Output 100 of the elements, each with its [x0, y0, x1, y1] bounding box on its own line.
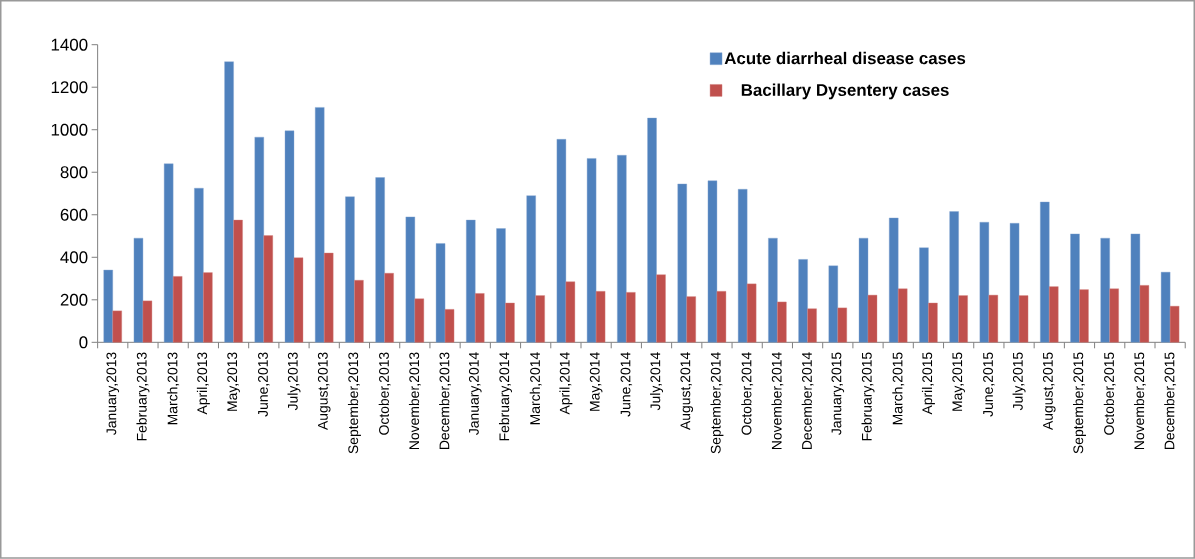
- x-tick-label: November,2013: [408, 352, 421, 450]
- y-tick-label: 0: [79, 336, 88, 349]
- bar: [172, 276, 183, 343]
- x-tick-label: December,2014: [801, 352, 814, 450]
- x-tick-label: February,2013: [136, 352, 150, 441]
- x-tick-label: January,2015: [831, 352, 845, 436]
- bar: [1049, 286, 1059, 343]
- x-tick-label: October,2013: [378, 352, 391, 435]
- bar: [716, 291, 727, 343]
- bar: [384, 273, 394, 343]
- bar: [656, 274, 666, 343]
- bar: [203, 272, 213, 343]
- bar: [142, 300, 153, 343]
- x-tick-label: April,2013: [196, 352, 210, 415]
- x-tick-label: October,2014: [741, 352, 754, 435]
- bar: [1139, 285, 1150, 343]
- legend-label: Bacillary Dysentery cases: [741, 83, 949, 100]
- bar: [707, 180, 718, 343]
- bar: [535, 295, 545, 343]
- y-tick-label: 200: [60, 293, 88, 306]
- bar: [1079, 289, 1089, 343]
- x-tick-label: August,2014: [680, 352, 694, 431]
- bar: [798, 259, 808, 343]
- bar: [647, 117, 657, 343]
- x-tick-label: March,2015: [892, 352, 905, 425]
- bar: [354, 280, 364, 343]
- bar: [1100, 238, 1110, 343]
- bar: [919, 247, 929, 343]
- x-tick-label: December,2013: [439, 352, 451, 450]
- bar: [746, 283, 757, 343]
- bar: [224, 61, 234, 343]
- bar: [807, 308, 817, 343]
- bar: [1130, 233, 1141, 343]
- y-tick-label: 800: [60, 166, 88, 179]
- bar: [405, 216, 416, 343]
- bar: [837, 307, 847, 343]
- bar: [1070, 233, 1080, 343]
- bar: [1160, 272, 1171, 343]
- bar: [858, 238, 869, 343]
- x-tick-label: December,2015: [1164, 352, 1177, 450]
- x-tick-label: April,2014: [559, 352, 573, 415]
- bar: [737, 189, 748, 343]
- bar: [768, 238, 778, 343]
- x-tick-label: March,2014: [529, 352, 542, 425]
- x-tick-label: July,2014: [650, 352, 664, 411]
- x-tick-label: September,2015: [1072, 352, 1086, 454]
- bar: [284, 130, 295, 343]
- bar: [435, 243, 446, 343]
- bar: [103, 269, 113, 343]
- x-tick-label: March,2013: [167, 352, 180, 425]
- bar: [112, 310, 122, 343]
- bar: [889, 217, 899, 343]
- bar: [1169, 306, 1180, 343]
- x-tick-label: January,2013: [106, 352, 120, 436]
- x-tick-label: February,2014: [498, 352, 512, 441]
- y-tick-label: 1400: [51, 38, 88, 51]
- x-tick-label: August,2015: [1042, 352, 1056, 431]
- x-tick-label: November,2014: [771, 352, 784, 450]
- bar: [466, 219, 476, 343]
- bar: [345, 196, 355, 343]
- bar: [1018, 295, 1029, 343]
- bar: [414, 298, 425, 343]
- bar: [133, 238, 144, 343]
- y-tick-label: 1200: [51, 81, 88, 94]
- bar: [988, 295, 999, 343]
- x-tick-label: July,2013: [287, 352, 301, 411]
- bar: [586, 158, 597, 343]
- y-tick-label: 1000: [51, 123, 88, 136]
- bar: [686, 296, 696, 343]
- bar: [958, 295, 968, 343]
- bar: [194, 188, 204, 343]
- x-tick-label: April,2015: [921, 352, 935, 415]
- x-tick-label: September,2014: [710, 352, 724, 454]
- x-tick-label: February,2015: [861, 352, 875, 441]
- bar: [898, 288, 908, 343]
- bar: [979, 222, 990, 343]
- x-tick-label: July,2015: [1012, 352, 1026, 411]
- bar: [595, 291, 606, 343]
- x-tick-label: May,2014: [589, 352, 603, 411]
- bar: [505, 302, 515, 343]
- bar: [677, 183, 687, 343]
- bar: [263, 235, 273, 343]
- bar: [526, 195, 536, 343]
- bar: [1109, 288, 1119, 343]
- bar: [565, 281, 576, 343]
- bar: [617, 155, 627, 343]
- bar: [1009, 223, 1020, 343]
- bar: [315, 107, 325, 343]
- x-tick-label: September,2013: [347, 352, 361, 454]
- bar: [324, 252, 334, 343]
- bar: [254, 137, 264, 343]
- bar: [626, 292, 636, 343]
- bar: [496, 228, 506, 343]
- x-tick-label: May,2013: [227, 352, 240, 411]
- bar: [233, 219, 243, 343]
- bar: [777, 301, 787, 343]
- legend-label: Acute diarrheal disease cases: [724, 51, 966, 65]
- bar: [163, 163, 174, 343]
- y-tick-label: 600: [60, 208, 88, 221]
- x-tick-label: June,2015: [983, 352, 995, 417]
